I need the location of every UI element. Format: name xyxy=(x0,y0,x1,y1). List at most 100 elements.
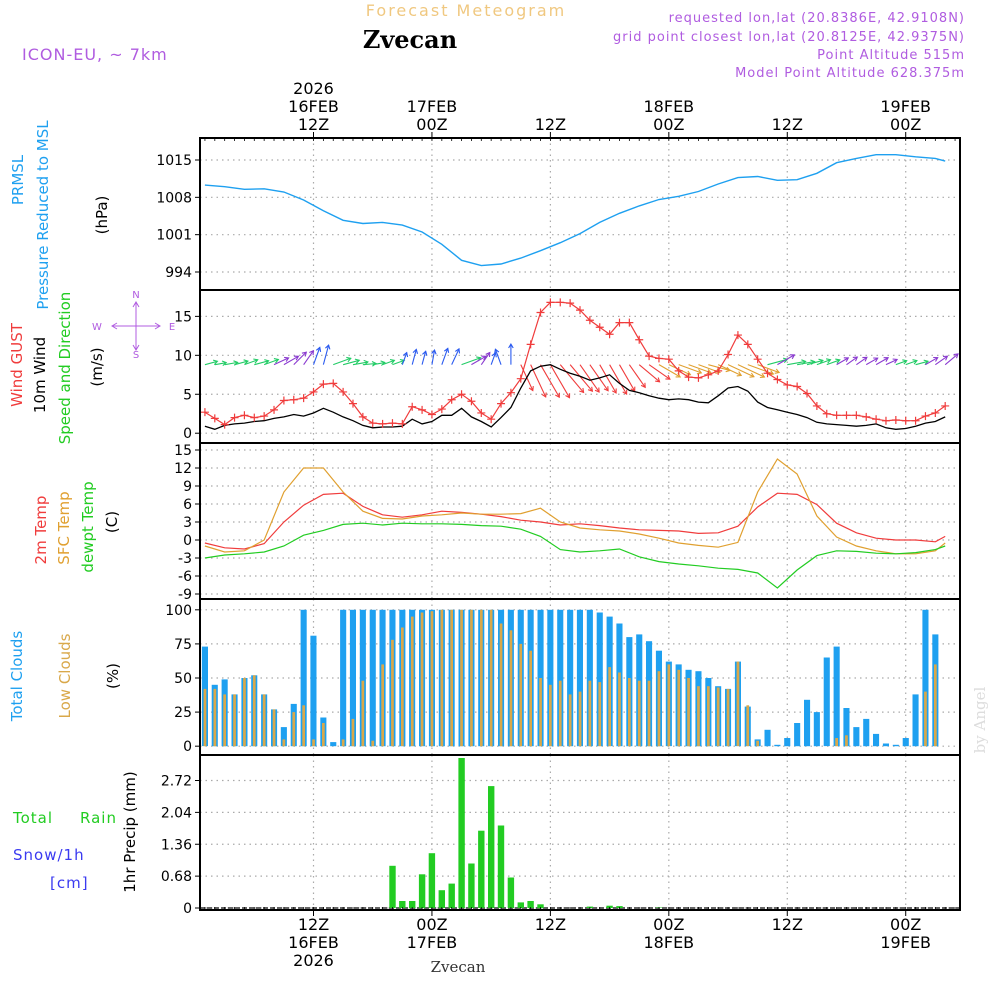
compass-west: W xyxy=(92,322,102,333)
wind-direction-arrow xyxy=(579,364,600,393)
wind-gust-marker xyxy=(595,323,604,332)
wind-gust-marker xyxy=(546,298,555,307)
y-tick-label: 25 xyxy=(174,705,192,721)
arrow-shaft xyxy=(856,356,868,366)
arrow-head xyxy=(835,358,841,364)
y-tick-label: 0 xyxy=(183,739,192,755)
low-cloud-bar xyxy=(292,712,296,747)
wind-direction-arrow xyxy=(816,358,832,366)
wind-direction-arrow xyxy=(411,348,419,365)
low-cloud-bar xyxy=(529,650,532,747)
rain-bar xyxy=(389,865,396,908)
wind-direction-arrow xyxy=(471,355,487,366)
total-cloud-bar xyxy=(567,609,574,747)
wind-gust-marker xyxy=(319,380,328,389)
y-tick-label: 994 xyxy=(165,265,192,281)
rain-bar xyxy=(527,901,534,908)
wind-gust-marker xyxy=(921,412,930,421)
dewpt-temp-line xyxy=(204,522,946,589)
arrow-head xyxy=(603,386,609,392)
bottom-time-label: 12Z xyxy=(298,915,329,934)
wind-gust-marker xyxy=(694,373,703,382)
total-cloud-bar xyxy=(902,738,909,747)
arrow-head xyxy=(284,356,290,362)
arrow-head xyxy=(565,393,571,399)
wind-gust-marker xyxy=(339,387,348,396)
arrow-head xyxy=(587,386,594,393)
total-cloud-bar xyxy=(873,733,880,747)
arrow-head xyxy=(301,351,308,357)
wind-direction-arrow xyxy=(885,358,899,366)
arrow-shaft xyxy=(619,364,636,392)
wind-direction-arrow xyxy=(333,356,352,366)
low-cloud-bar xyxy=(558,680,562,747)
low-cloud-bar xyxy=(470,609,473,747)
arrow-shaft xyxy=(895,360,907,366)
total-cloud-bar xyxy=(340,609,347,747)
rain-bar xyxy=(488,786,495,908)
arrow-shaft xyxy=(549,364,570,398)
arrow-head xyxy=(774,368,781,374)
arrow-shaft xyxy=(846,356,858,366)
y-tick-label: -9 xyxy=(178,587,192,603)
low-cloud-bar xyxy=(509,630,513,747)
total-cloud-bar xyxy=(853,727,860,747)
top-time-label: 16FEB xyxy=(288,97,339,116)
wind-direction-arrow xyxy=(678,364,703,375)
low-cloud-bar xyxy=(322,723,325,747)
bottom-time-label: 2026 xyxy=(293,951,334,970)
low-cloud-bar xyxy=(578,691,582,747)
low-cloud-bar xyxy=(223,694,226,747)
low-cloud-bar xyxy=(381,664,384,747)
wind-gust-line xyxy=(204,301,946,426)
wind-gust-marker xyxy=(773,375,782,384)
wind-gust-marker xyxy=(506,388,515,397)
arrow-shaft xyxy=(471,355,487,366)
wind-direction-arrow xyxy=(549,364,571,399)
wind-direction-arrow xyxy=(342,358,361,366)
y-tick-label: 100 xyxy=(165,603,192,619)
wind-gust-marker xyxy=(388,419,397,428)
wind-gust-marker xyxy=(536,308,545,317)
wind-gust-marker xyxy=(467,397,476,406)
wind-direction-arrow xyxy=(767,357,789,366)
wind-gust-marker xyxy=(408,402,417,411)
wind-direction-arrow xyxy=(777,354,796,366)
arrow-head xyxy=(655,377,661,383)
wind-gust-marker xyxy=(664,355,673,364)
y-tick-label: 1001 xyxy=(156,228,192,244)
y-tick-label: 5 xyxy=(183,387,192,403)
y-tick-label: 0 xyxy=(183,533,192,549)
arrow-shaft xyxy=(757,364,780,373)
wind-direction-arrow xyxy=(303,349,315,365)
wind-gust-marker xyxy=(279,396,288,405)
arrow-head xyxy=(315,346,322,352)
arrow-shaft xyxy=(263,358,279,366)
arrow-head xyxy=(933,356,939,362)
wind-direction-arrow xyxy=(273,356,290,366)
total-cloud-bar xyxy=(310,635,317,747)
wind-gust-marker xyxy=(645,352,654,361)
wind-direction-arrow xyxy=(244,358,259,366)
product-title: Forecast Meteogram xyxy=(366,1,566,20)
wind-gust-marker xyxy=(437,405,446,414)
low-cloud-bar xyxy=(647,680,651,747)
arrow-head xyxy=(431,349,437,355)
wind-direction-arrow xyxy=(293,351,308,366)
wind-gust-marker xyxy=(931,408,940,417)
low-cloud-bar xyxy=(489,609,493,747)
bottom-time-label: 16FEB xyxy=(288,933,339,952)
arrow-head xyxy=(902,359,908,365)
arrow-shaft xyxy=(224,361,238,366)
arrow-shaft xyxy=(283,355,299,366)
wind-direction-arrow xyxy=(826,358,841,366)
plot-layer: 994100110081015051015-9-6-30369121502550… xyxy=(156,79,961,970)
wind-direction-arrow xyxy=(895,359,908,366)
rain-bar xyxy=(606,905,613,908)
arrow-shaft xyxy=(806,359,823,366)
top-time-label: 12Z xyxy=(535,115,566,134)
wind-direction-arrow xyxy=(494,348,502,365)
arrow-head xyxy=(873,357,879,363)
y-tick-label: 1008 xyxy=(156,190,192,206)
arrow-shaft xyxy=(905,360,918,366)
